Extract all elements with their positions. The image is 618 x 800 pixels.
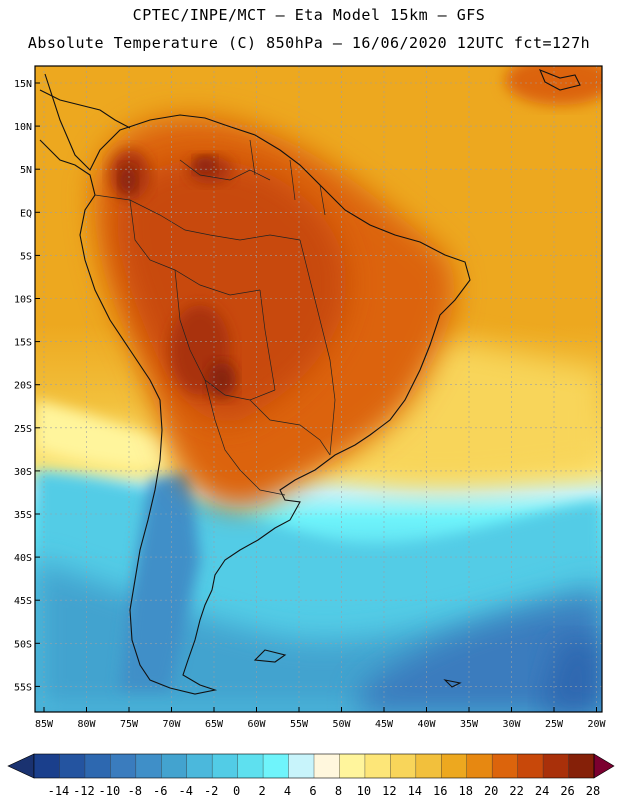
lon-label: 70W [162,719,181,730]
colorbar-swatch [135,754,162,778]
colorbar-swatch [212,754,238,778]
colorbar-label: 10 [357,784,371,798]
colorbar-swatch [186,754,213,778]
colorbar-label: -12 [73,784,95,798]
lat-label: 5S [20,251,32,262]
lat-label: 5N [20,165,32,176]
colorbar-swatch [517,754,544,778]
lon-label: 30W [502,719,521,730]
colorbar-swatch [568,754,595,778]
lon-label: 85W [35,719,54,730]
colorbar-label: 26 [560,784,574,798]
colorbar-swatch [543,754,569,778]
lat-label: 15N [14,79,32,90]
colorbar-swatch [466,754,493,778]
map-subtitle: Absolute Temperature (C) 850hPa – 16/06/… [27,34,591,52]
longitude-axis: 85W 80W 75W 70W 65W 60W 55W 50W 45W 40W 35W 30W 25W 2… [35,707,607,730]
colorbar-swatch [237,754,264,778]
colorbar-label: 22 [509,784,523,798]
colorbar-label: 18 [459,784,473,798]
lat-label: 20S [14,381,32,392]
country-borders [94,139,336,496]
colorbar-swatch [263,754,289,778]
lat-label: 10N [14,122,32,133]
colorbar-swatch [364,754,391,778]
map-title: CPTEC/INPE/MCT – Eta Model 15km – GFS [132,6,486,24]
lat-label: 40S [14,553,32,564]
colorbar-label: -10 [99,784,121,798]
lon-label: 50W [332,719,351,730]
colorbar-label: 6 [309,784,316,798]
colorbar-label: 20 [484,784,498,798]
lat-label: 15S [14,338,32,349]
colorbar-label: 14 [408,784,422,798]
colorbar-under-arrow [7,753,35,779]
lon-label: 45W [375,719,394,730]
colorbar-label: -2 [204,784,218,798]
temperature-field [35,66,602,712]
lon-label: 75W [120,719,139,730]
lon-label: 65W [205,719,224,730]
colorbar-label: 16 [433,784,447,798]
lat-label: 55S [14,682,32,693]
colorbar-label: -14 [48,784,70,798]
lat-label: 10S [14,295,32,306]
colorbar-swatch [339,754,366,778]
colorbar-swatch [314,754,340,778]
colorbar-label: 12 [382,784,396,798]
lon-label: 60W [247,719,266,730]
colorbar-swatch [288,754,315,778]
colorbar-swatch [34,754,60,778]
lat-label: 25S [14,424,32,435]
latitude-axis: 15N 10N 5N EQ 5S 10S 15S 20S 25S 30S 35S 40S 45S 50S 5… [14,79,40,693]
lon-label: 80W [77,719,96,730]
lon-label: 40W [417,719,436,730]
lat-label: 35S [14,510,32,521]
colorbar-label: 0 [233,784,240,798]
coastline [39,69,581,695]
lat-label: 30S [14,467,32,478]
colorbar-label: 28 [586,784,600,798]
colorbar-swatch [84,754,111,778]
lon-label: 25W [545,719,564,730]
colorbar-swatch [161,754,188,778]
lat-label: 50S [14,639,32,650]
colorbar-over-arrow [593,753,615,779]
colorbar-swatch [59,754,86,778]
colorbar-label: -4 [179,784,193,798]
colorbar-label: 4 [284,784,291,798]
colorbar: -14 -12 -10 -8 -6 -4 -2 0 2 4 6 8 10 12 14 16 18 20 22 24 26… [7,753,615,798]
lon-label: 55W [290,719,309,730]
colorbar-label: 8 [335,784,342,798]
colorbar-swatch [390,754,417,778]
lon-label: 20W [587,719,606,730]
lat-label: EQ [20,208,32,219]
lat-label: 45S [14,596,32,607]
colorbar-swatch [415,754,442,778]
colorbar-label: -8 [128,784,142,798]
colorbar-swatch [110,754,137,778]
plot-frame [34,65,603,713]
lon-label: 35W [460,719,479,730]
colorbar-label: 24 [535,784,549,798]
colorbar-label: -6 [153,784,167,798]
colorbar-swatch [492,754,518,778]
colorbar-label: 2 [258,784,265,798]
colorbar-swatch [441,754,468,778]
